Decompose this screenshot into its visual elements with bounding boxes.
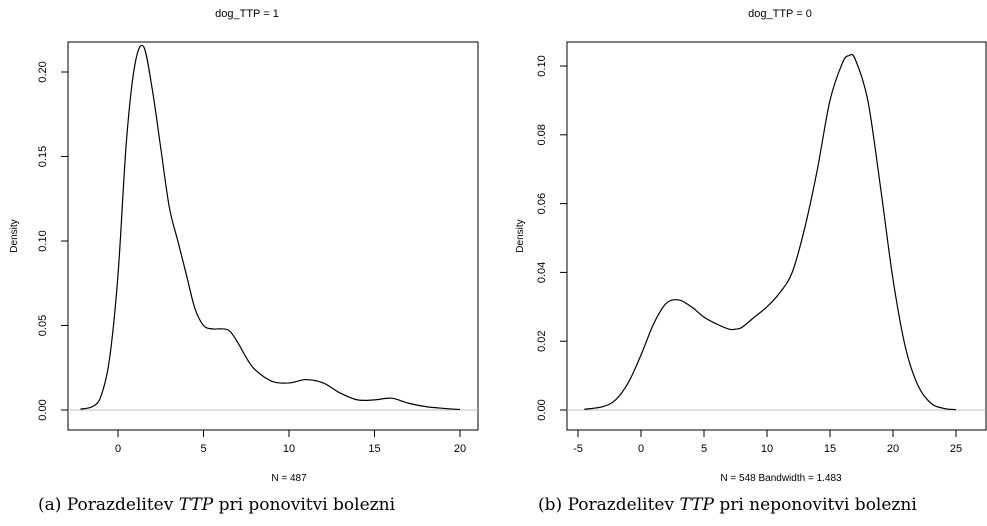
y-tick-label: 0.05 — [37, 315, 49, 336]
y-tick-label: 0.00 — [536, 399, 548, 420]
plot-frame — [67, 41, 479, 431]
plot-frame — [566, 41, 987, 431]
y-tick-label: 0.04 — [536, 262, 548, 283]
y-axis: 0.00 0.05 0.10 0.15 0.20 — [37, 61, 68, 421]
y-tick-label: 0.10 — [536, 55, 548, 76]
plot-title: dog_TTP = 1 — [215, 8, 279, 20]
x-tick-label: 0 — [115, 443, 121, 455]
y-axis-label: Density — [9, 219, 20, 252]
x-tick-label: 25 — [950, 443, 962, 455]
y-tick-label: 0.00 — [37, 399, 49, 420]
x-axis-label: N = 548 Bandwidth = 1.483 — [720, 473, 842, 484]
y-tick-label: 0.08 — [536, 124, 548, 145]
caption-b: (b) Porazdelitev TTP pri neponovitvi bol… — [538, 495, 917, 515]
y-axis: 0.00 0.02 0.04 0.06 0.08 0.10 — [536, 55, 567, 421]
y-tick-label: 0.10 — [37, 230, 49, 251]
plot-title: dog_TTP = 0 — [748, 8, 812, 20]
x-axis: -5 0 5 10 15 20 25 — [573, 430, 962, 455]
x-tick-label: 0 — [638, 443, 644, 455]
x-tick-label: 15 — [368, 443, 380, 455]
x-tick-label: -5 — [573, 443, 583, 455]
y-tick-label: 0.02 — [536, 330, 548, 351]
y-tick-label: 0.06 — [536, 193, 548, 214]
x-tick-label: 10 — [761, 443, 773, 455]
x-axis: 0 5 10 15 20 — [115, 430, 466, 455]
density-plot-recurrence: dog_TTP = 1 0.00 0.05 0.10 0.15 0.20 0 5 10 15 2… — [9, 8, 479, 484]
x-tick-label: 10 — [283, 443, 295, 455]
x-tick-label: 5 — [701, 443, 707, 455]
density-plot-no-recurrence: dog_TTP = 0 0.00 0.02 0.04 0.06 0.08 0.10 -5 0… — [515, 8, 987, 484]
y-axis-label: Density — [515, 219, 526, 252]
x-tick-label: 15 — [824, 443, 836, 455]
x-tick-label: 20 — [454, 443, 466, 455]
x-axis-label: N = 487 — [271, 473, 307, 484]
y-tick-label: 0.15 — [37, 146, 49, 167]
x-tick-label: 20 — [887, 443, 899, 455]
y-tick-label: 0.20 — [37, 61, 49, 82]
density-curve — [80, 44, 461, 411]
x-tick-label: 5 — [200, 443, 206, 455]
caption-a: (a) Porazdelitev TTP pri ponovitvi bolez… — [38, 495, 396, 515]
density-curve — [584, 53, 957, 411]
